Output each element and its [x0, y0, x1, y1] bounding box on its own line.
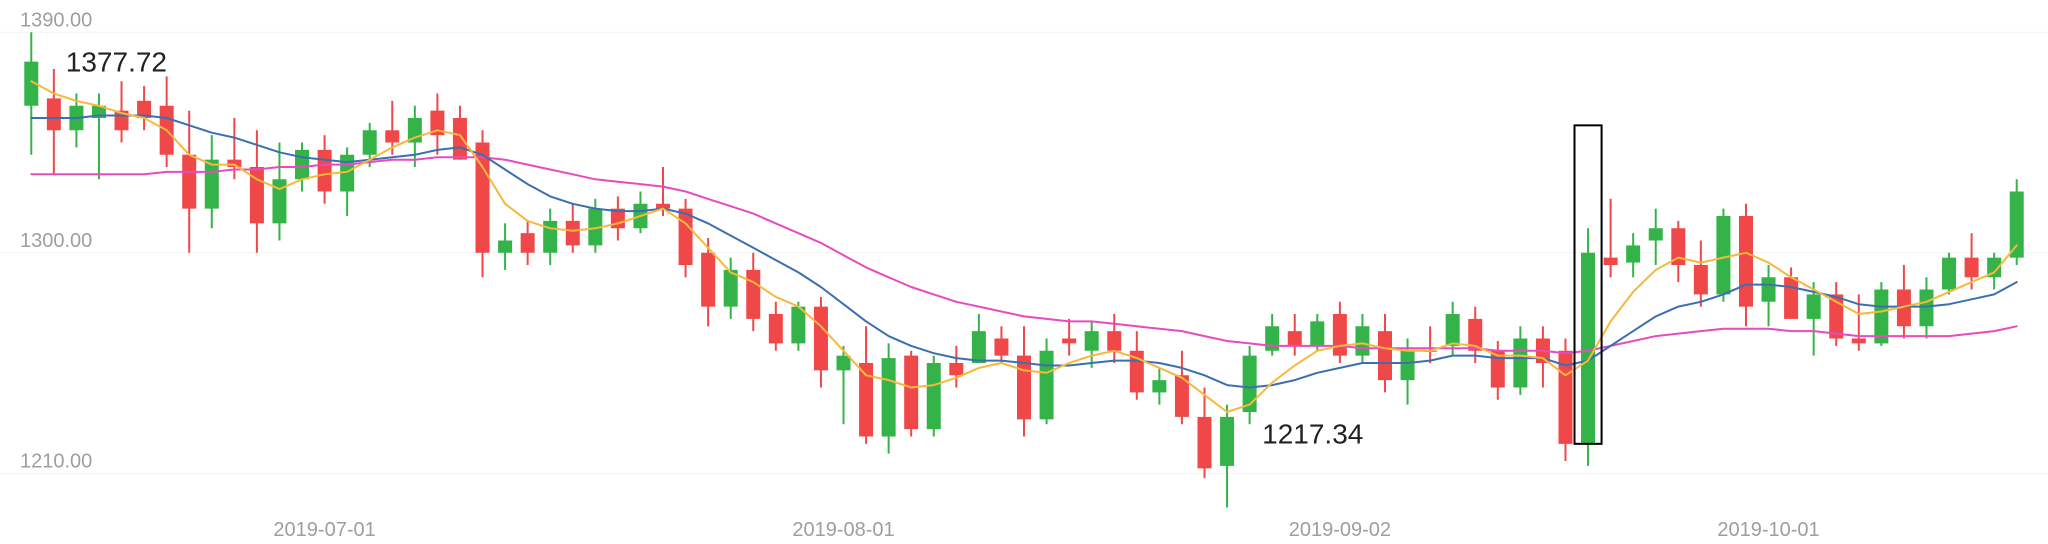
candle — [746, 270, 760, 319]
candle — [1197, 417, 1211, 468]
candle — [1919, 290, 1933, 327]
candle — [272, 179, 286, 223]
candle — [498, 241, 512, 253]
candle — [1288, 331, 1302, 346]
candle — [701, 253, 715, 307]
candle — [1965, 258, 1979, 278]
candle — [385, 130, 399, 142]
candle — [47, 98, 61, 130]
candle — [972, 331, 986, 363]
candle — [1694, 265, 1708, 294]
candle — [814, 307, 828, 371]
candle — [1739, 216, 1753, 307]
candle — [453, 118, 467, 160]
candle — [1852, 339, 1866, 344]
candle — [882, 358, 896, 436]
candle — [1649, 228, 1663, 240]
y-axis-label: 1210.00 — [20, 450, 92, 472]
candle — [1107, 331, 1121, 351]
candle — [1378, 331, 1392, 380]
candle — [2010, 192, 2024, 258]
candle — [182, 155, 196, 209]
candle — [1784, 277, 1798, 319]
y-axis-label: 1300.00 — [20, 230, 92, 252]
candle — [295, 150, 309, 179]
candle — [1265, 326, 1279, 351]
candle — [994, 339, 1008, 356]
candle — [1604, 258, 1618, 265]
candle — [318, 150, 332, 192]
candle — [363, 130, 377, 155]
candle — [1581, 253, 1595, 444]
candle — [1310, 321, 1324, 346]
y-axis-label: 1390.00 — [20, 9, 92, 31]
candle — [1085, 331, 1099, 351]
candle — [205, 160, 219, 209]
candle — [1513, 339, 1527, 388]
x-axis-label: 2019-09-02 — [1289, 519, 1391, 541]
candle — [1355, 326, 1369, 355]
candle — [837, 356, 851, 371]
candle — [1762, 277, 1776, 302]
candle — [1446, 314, 1460, 346]
candle — [1716, 216, 1730, 294]
candle — [1333, 314, 1347, 356]
candle — [1017, 356, 1031, 420]
candle — [1807, 294, 1821, 319]
candle — [927, 363, 941, 429]
candlestick-chart: 1390.00 1300.00 1210.00 2019-07-01 2019-08-0… — [0, 0, 2048, 544]
candle — [769, 314, 783, 343]
price-annotation: 1217.34 — [1262, 419, 1363, 450]
candle — [1942, 258, 1956, 290]
candle — [1401, 351, 1415, 380]
candle — [1626, 245, 1640, 262]
candle — [566, 221, 580, 246]
price-annotation: 1377.72 — [66, 47, 167, 78]
candle — [679, 209, 693, 265]
candle — [1152, 380, 1166, 392]
x-axis-label: 2019-08-01 — [792, 519, 894, 541]
candle — [227, 160, 241, 167]
candle — [1220, 417, 1234, 466]
candle — [904, 356, 918, 430]
x-axis-label: 2019-07-01 — [273, 519, 375, 541]
x-axis-label: 2019-10-01 — [1717, 519, 1819, 541]
candle — [949, 363, 963, 375]
candle — [1062, 339, 1076, 344]
candle — [1040, 351, 1054, 420]
candle — [521, 233, 535, 253]
